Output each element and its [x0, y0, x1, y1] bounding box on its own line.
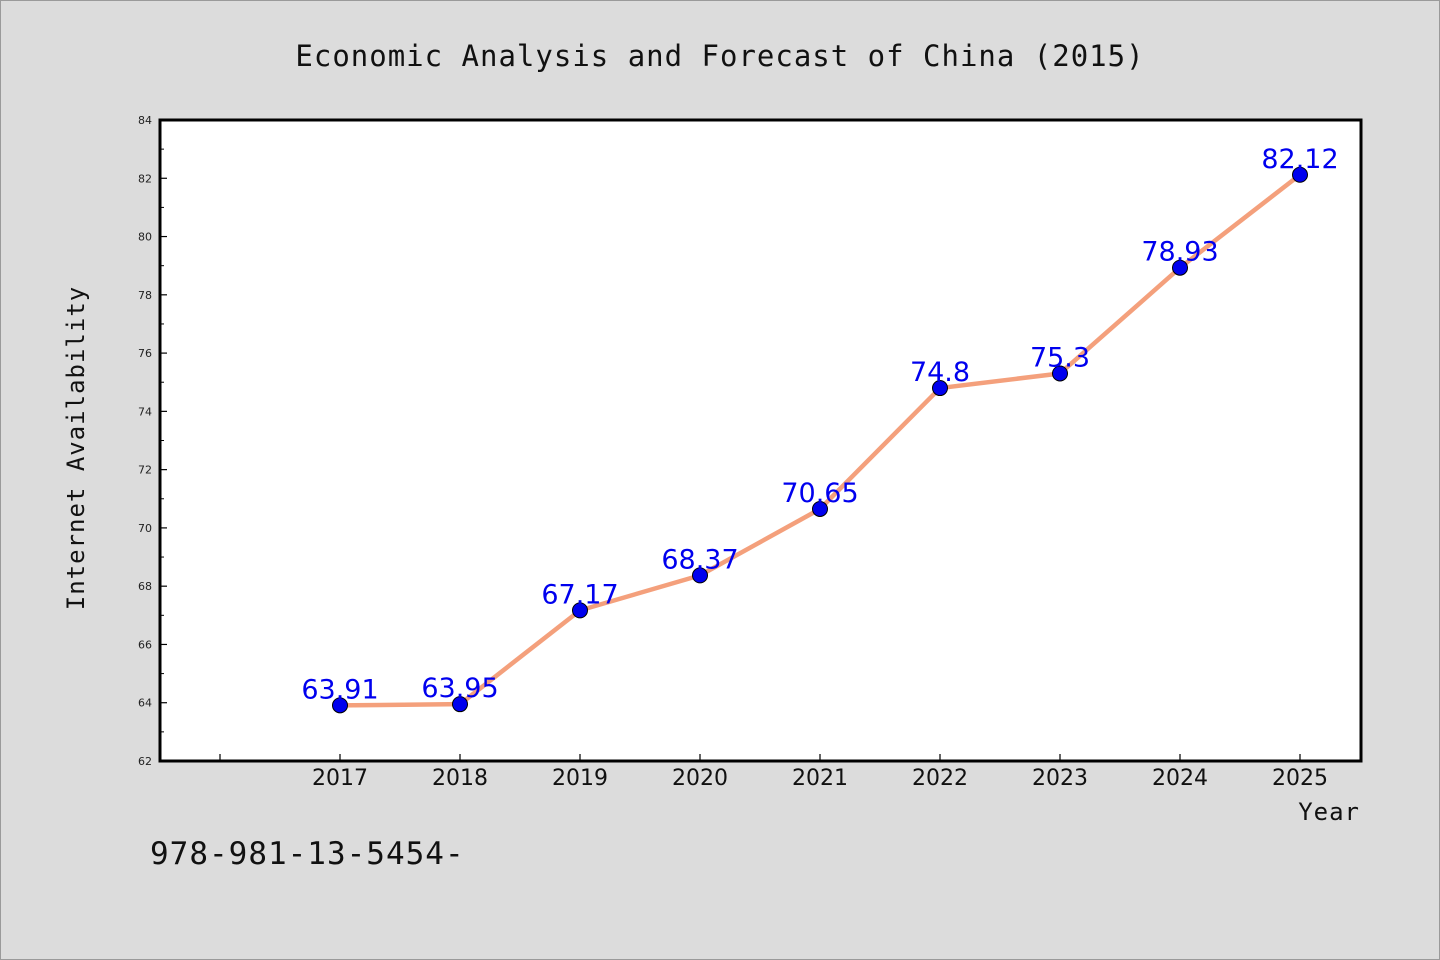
- chart-title: Economic Analysis and Forecast of China …: [295, 39, 1144, 73]
- data-label: 67.17: [541, 579, 618, 610]
- y-axis-title: Internet Availability: [62, 286, 90, 610]
- y-axis: 62 64 66 68 70 72 74 76 78 80 82 84: [138, 114, 167, 768]
- data-point: [332, 697, 348, 714]
- data-label: 74.8: [910, 357, 970, 388]
- y-tick-label: 66: [138, 638, 152, 651]
- data-point: [812, 500, 828, 517]
- x-axis: 2017 2018 2019 2020 2021 2022 2023 2024 2025: [219, 754, 1328, 791]
- footer-text: 978-981-13-5454-: [150, 836, 465, 872]
- y-tick-label: 72: [138, 464, 152, 477]
- y-tick-label: 84: [138, 114, 152, 127]
- x-tick-label: 2020: [672, 766, 728, 791]
- y-tick-label: 62: [138, 755, 152, 768]
- y-tick-label: 76: [138, 347, 152, 360]
- data-point: [932, 380, 948, 397]
- data-point: [1292, 166, 1308, 183]
- x-tick-label: 2018: [432, 766, 488, 791]
- x-tick-label: 2024: [1152, 766, 1208, 791]
- y-tick-label: 68: [138, 580, 152, 593]
- plot-area: [158, 118, 1363, 763]
- data-point: [572, 602, 588, 619]
- x-tick-label: 2025: [1272, 766, 1328, 791]
- y-tick-label: 82: [138, 172, 152, 185]
- x-axis-title: Year: [1298, 798, 1360, 826]
- y-tick-label: 70: [138, 522, 152, 535]
- x-tick-label: 2021: [792, 766, 848, 791]
- data-point: [1052, 365, 1068, 382]
- series-line-group: [332, 166, 1308, 714]
- y-tick-label: 64: [138, 697, 152, 710]
- data-point: [692, 567, 708, 584]
- x-tick-label: 2017: [312, 766, 368, 791]
- x-tick-label: 2022: [912, 766, 968, 791]
- data-point: [452, 696, 468, 713]
- data-label: 78.93: [1141, 237, 1218, 268]
- data-label: 82.12: [1261, 144, 1338, 175]
- x-tick-label: 2023: [1032, 766, 1088, 791]
- data-label: 70.65: [781, 478, 858, 509]
- data-label: 75.3: [1030, 342, 1090, 373]
- x-tick-label: 2019: [552, 766, 608, 791]
- y-tick-label: 74: [138, 405, 152, 418]
- data-label: 63.95: [421, 673, 498, 704]
- data-label: 68.37: [661, 544, 738, 575]
- data-point: [1172, 259, 1188, 276]
- y-tick-label: 80: [138, 231, 152, 244]
- data-label: 63.91: [301, 674, 378, 705]
- y-tick-label: 78: [138, 289, 152, 302]
- data-labels-group: 63.91 63.95 67.17 68.37 70.65 74.8 75.3 78.93 82…: [301, 144, 1338, 706]
